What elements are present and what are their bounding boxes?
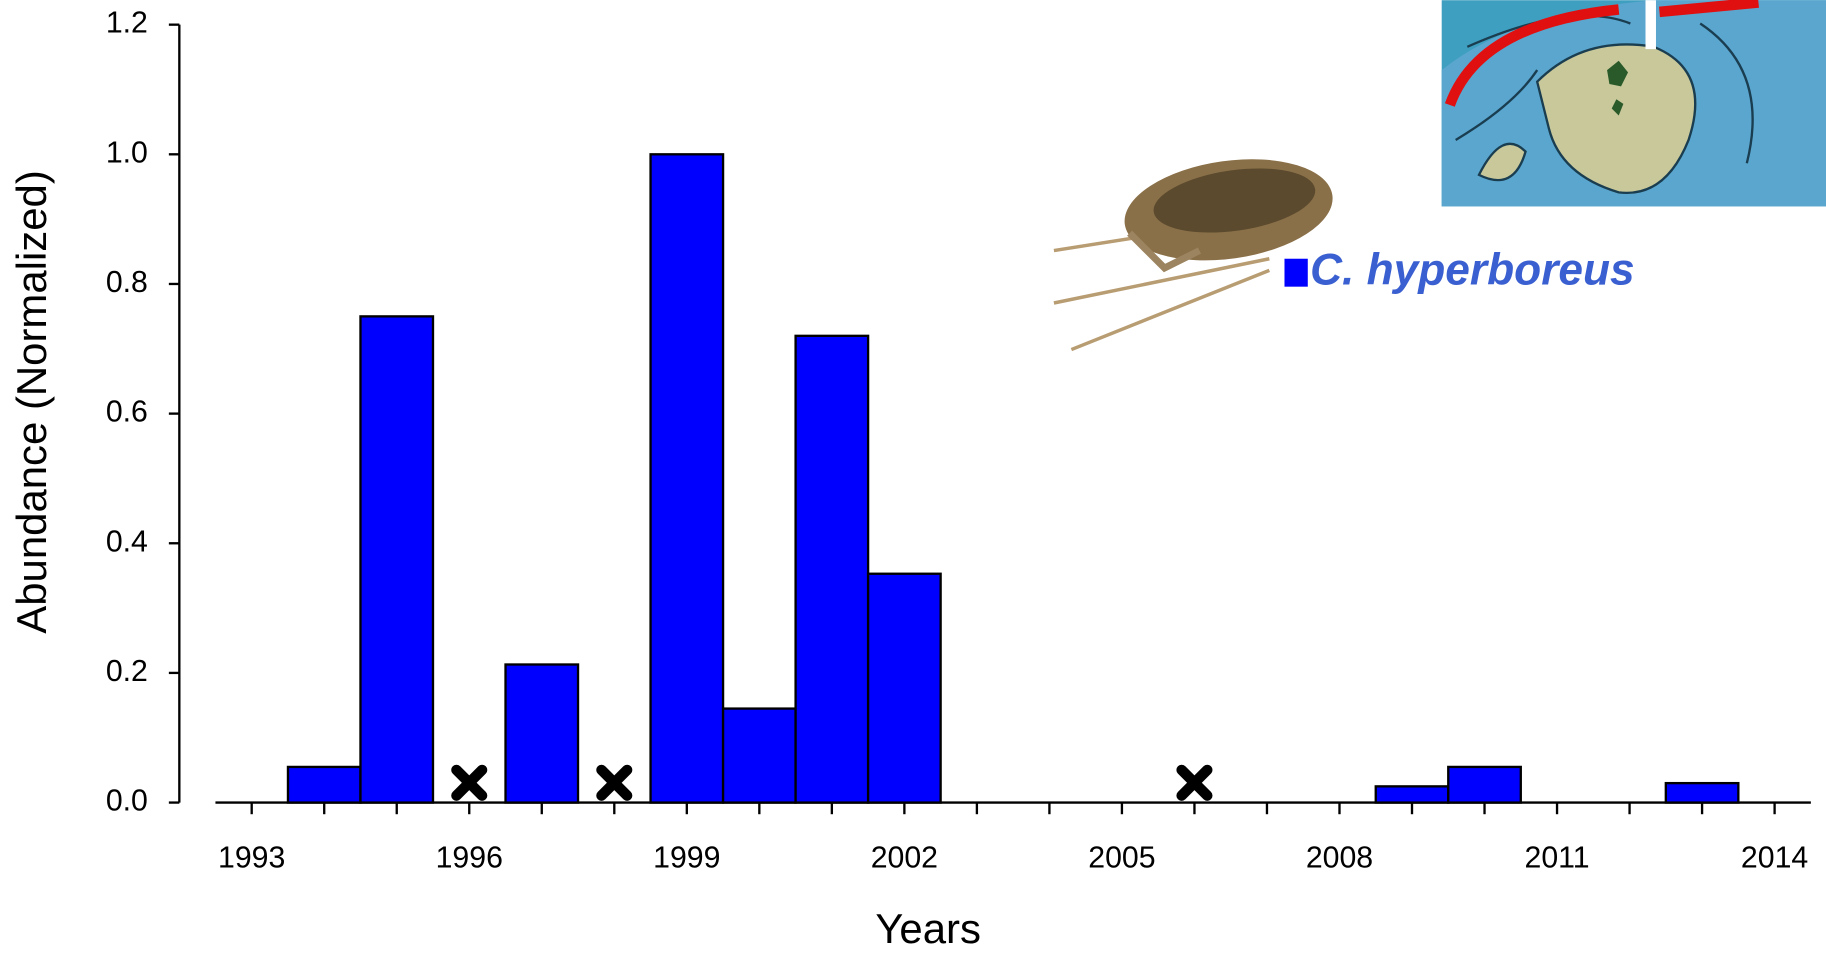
missing-marker [451, 764, 488, 801]
x-tick-label: 1999 [653, 842, 720, 875]
x-tick-label: 2008 [1306, 842, 1373, 875]
y-tick-label: 1.0 [106, 136, 148, 169]
x-tick-label: 1996 [436, 842, 503, 875]
bar [1664, 781, 1740, 804]
copepod-image [1053, 159, 1333, 352]
x-tick-label: 2011 [1524, 842, 1589, 875]
x-tick-label: 2014 [1741, 842, 1808, 875]
y-tick-label: 0.2 [106, 655, 148, 688]
y-tick-label: 0.0 [106, 785, 148, 818]
map-inset [1441, 0, 1826, 207]
y-tick-label: 1.2 [106, 7, 148, 40]
y-tick-label: 0.8 [106, 266, 148, 299]
bar [721, 707, 797, 804]
y-tick-label: 0.6 [106, 396, 148, 429]
x-tick-label: 2005 [1088, 842, 1155, 875]
x-tick-label: 1993 [218, 842, 285, 875]
legend-swatch [1284, 258, 1308, 287]
bar [866, 572, 942, 804]
missing-marker [1176, 764, 1213, 801]
x-axis-title: Years [875, 905, 981, 952]
bar [286, 765, 362, 804]
missing-marker [596, 764, 633, 801]
y-tick-label: 0.4 [106, 525, 148, 558]
x-tick-label: 2002 [871, 842, 938, 875]
bar [1374, 785, 1450, 804]
legend-label: C. hyperboreus [1310, 245, 1635, 294]
bar [649, 153, 725, 804]
y-axis-title: Abundance (Normalized) [8, 170, 55, 634]
bar [794, 334, 870, 804]
bar [1447, 765, 1522, 804]
bar [359, 315, 435, 804]
bar [504, 663, 580, 804]
